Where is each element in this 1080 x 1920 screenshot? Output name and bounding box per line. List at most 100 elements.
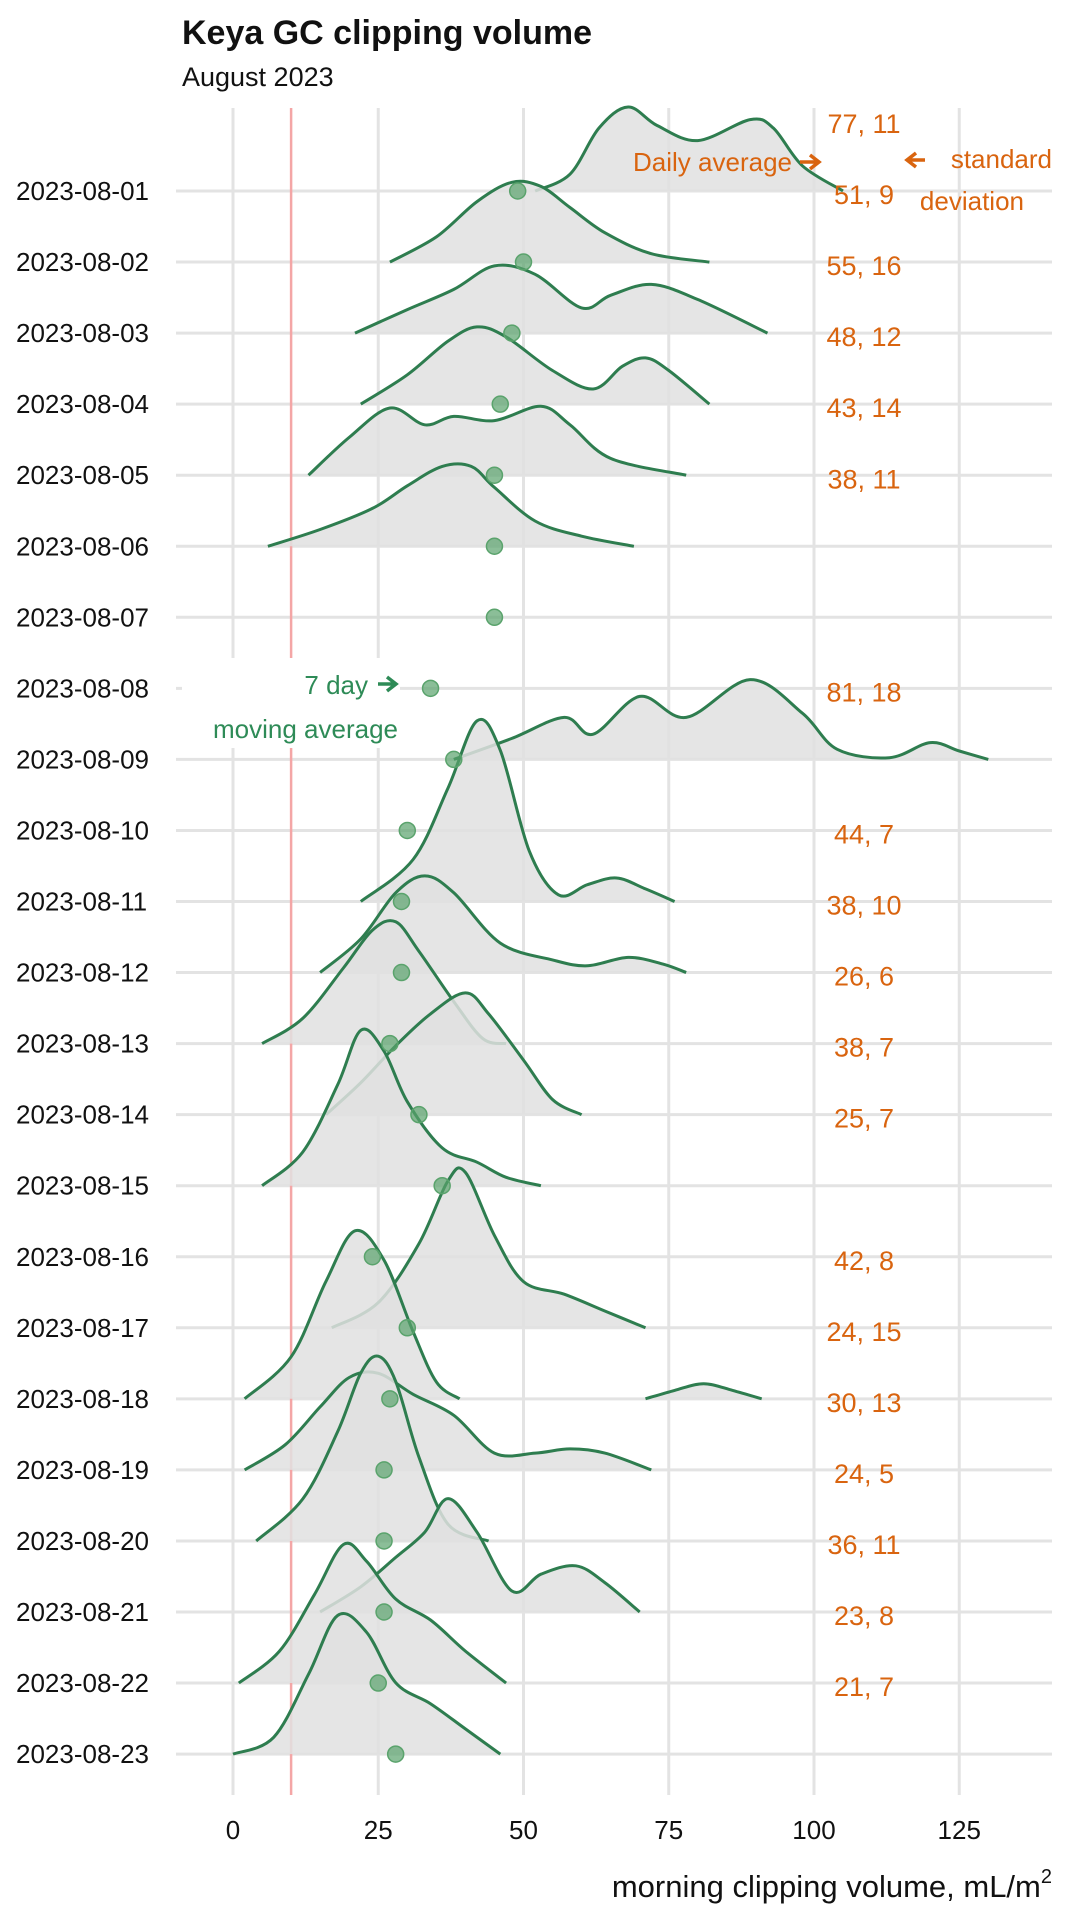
ridge-line [232, 1612, 502, 1756]
x-tick-label: 50 [509, 1815, 538, 1845]
ridge-line [331, 1166, 647, 1330]
stat-label: 38, 10 [826, 891, 901, 921]
date-label: 2023-08-13 [16, 1029, 149, 1059]
moving-average-point [392, 892, 411, 911]
x-axis-title-text: morning clipping volume, mL/m [612, 1869, 1041, 1904]
ridge-2023-08-15 [261, 1027, 542, 1188]
ridge-line [645, 1382, 763, 1401]
x-tick-label: 0 [226, 1815, 240, 1845]
date-label: 2023-08-11 [16, 887, 147, 917]
date-label: 2023-08-22 [16, 1668, 149, 1698]
stat-label: 24, 5 [834, 1459, 894, 1489]
ridge-2023-08-17 [331, 1166, 647, 1330]
deviation-annotation: deviation [920, 186, 1024, 216]
x-tick-label: 125 [938, 1815, 981, 1845]
moving-average-point [375, 1461, 393, 1479]
annotations: Daily average standard deviation 7 day m… [182, 144, 1052, 748]
moving-average-points [363, 182, 533, 1763]
date-label: 2023-08-17 [16, 1313, 149, 1343]
ridge-fill [645, 1383, 762, 1399]
moving-average-point [433, 1176, 451, 1195]
stat-label: 55, 16 [826, 251, 901, 281]
stat-label: 44, 7 [834, 820, 894, 850]
ridge-fill [256, 1355, 489, 1541]
moving-average-point [508, 182, 527, 200]
ridge-2023-08-22 [237, 1541, 508, 1685]
date-label: 2023-08-23 [16, 1739, 149, 1769]
ridge-2023-08-02 [389, 179, 710, 264]
moving-average-arrow-icon [378, 675, 399, 693]
moving-average-point [398, 821, 417, 840]
stat-label: 23, 8 [834, 1601, 894, 1631]
x-tick-label: 100 [792, 1815, 835, 1845]
ridge-fill [360, 719, 675, 902]
stat-labels: 77, 11 51, 9 55, 16 48, 12 43, 14 38, 11 81, 1… [826, 109, 901, 1702]
moving-average-point [369, 1674, 387, 1692]
moving-average-point [503, 324, 521, 342]
ridge-line [243, 1370, 652, 1472]
date-label: 2023-08-05 [16, 460, 149, 490]
date-label: 2023-08-06 [16, 531, 149, 561]
ridge-line [319, 1497, 641, 1614]
x-tick-label: 25 [364, 1815, 393, 1845]
ridge-fill [320, 1498, 640, 1612]
ridge-fill [308, 406, 687, 476]
stat-label: 81, 18 [826, 677, 901, 707]
daily-average-arrow-icon [800, 153, 822, 171]
x-tick-labels: 0 25 50 75 100 125 [226, 1815, 981, 1845]
ridge-2023-08-01 [534, 105, 844, 193]
stat-label: 24, 15 [826, 1317, 901, 1347]
ridge-2023-08-05 [307, 404, 687, 477]
stat-label: 42, 8 [834, 1246, 894, 1276]
ridge-fill [389, 181, 710, 263]
moving-average-point [410, 1105, 428, 1124]
date-label: 2023-08-04 [16, 389, 149, 419]
x-tick-label: 75 [654, 1815, 683, 1845]
stat-label: 26, 6 [834, 962, 894, 992]
date-label: 2023-08-18 [16, 1384, 149, 1414]
moving-average-point [485, 466, 504, 484]
ridge-2023-08-09 [453, 678, 989, 761]
moving-average-point [398, 1319, 417, 1337]
date-label: 2023-08-16 [16, 1242, 149, 1272]
moving-average-point [485, 537, 504, 555]
ridge-line [307, 404, 687, 477]
date-label: 2023-08-01 [16, 176, 149, 206]
date-label: 2023-08-14 [16, 1100, 149, 1130]
ridge-2023-08-23 [232, 1612, 502, 1756]
date-label: 2023-08-09 [16, 744, 149, 774]
date-label: 2023-08-12 [16, 958, 149, 988]
ridge-line [237, 1541, 508, 1685]
moving-average-point [491, 395, 510, 413]
moving-average-annotation: moving average [213, 714, 398, 744]
x-axis-title-superscript: 2 [1041, 1866, 1052, 1888]
stat-label: 21, 7 [834, 1672, 894, 1702]
density-ridges [232, 105, 989, 1756]
ridge-2023-08-21 [319, 1497, 641, 1614]
moving-average-point [386, 1745, 405, 1763]
ridge-line [389, 179, 710, 264]
date-label: 2023-08-02 [16, 247, 149, 277]
stat-label: 38, 11 [827, 464, 900, 494]
ridge-line [261, 1027, 542, 1188]
stat-label: 48, 12 [826, 322, 901, 352]
moving-average-point [514, 253, 533, 271]
ridge-2023-08-11 [359, 717, 676, 903]
ridge-fill [453, 679, 989, 760]
moving-average-annotation-background [182, 658, 400, 748]
stat-label: 36, 11 [827, 1530, 900, 1560]
ridge-fill [355, 265, 768, 334]
daily-average-annotation: Daily average [633, 147, 792, 177]
ridge-line [534, 105, 844, 193]
stat-label: 51, 9 [834, 180, 894, 210]
moving-average-point [421, 679, 440, 698]
moving-average-point [381, 1390, 399, 1408]
date-label: 2023-08-15 [16, 1171, 149, 1201]
stat-label: 38, 7 [834, 1033, 894, 1063]
ridge-fill [535, 106, 843, 191]
date-label: 2023-08-19 [16, 1455, 149, 1485]
date-label: 2023-08-03 [16, 318, 149, 348]
ridge-fill [238, 1543, 507, 1683]
stat-label: 77, 11 [827, 109, 900, 139]
